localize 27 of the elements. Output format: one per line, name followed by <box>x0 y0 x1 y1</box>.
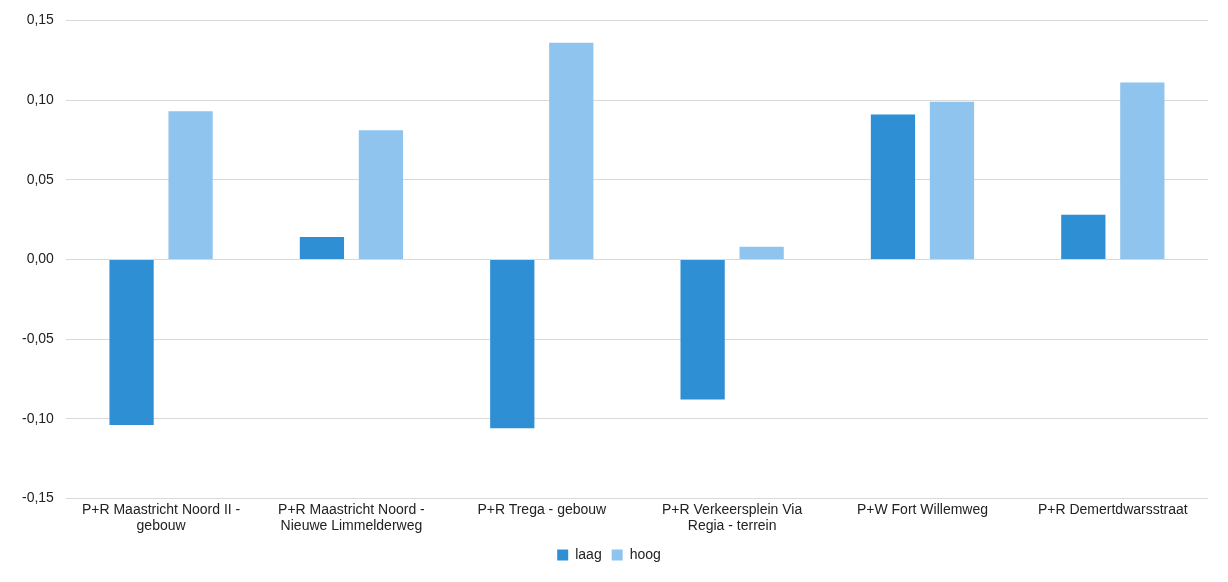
y-tick-label: 0,00 <box>26 250 55 267</box>
x-tick-label: P+R Verkeersplein Via Regia - terrein <box>662 500 803 534</box>
bar <box>490 259 535 429</box>
bar <box>299 237 345 259</box>
bar <box>739 246 784 259</box>
bar <box>1061 214 1106 259</box>
y-tick-label: 0,15 <box>26 11 55 28</box>
x-tick-label: P+R Maastricht Noord - Nieuwe Limmelderweg <box>278 500 426 534</box>
bar <box>358 130 404 259</box>
bar <box>680 259 725 400</box>
y-tick-label: -0,05 <box>21 329 55 346</box>
bar <box>870 114 916 259</box>
bar <box>168 111 213 259</box>
bar <box>109 259 154 426</box>
bar <box>929 101 975 259</box>
x-tick-label: P+W Fort Willemweg <box>856 500 989 517</box>
bar <box>549 42 594 259</box>
legend-label: laag <box>575 545 602 562</box>
x-tick-label: P+R Maastricht Noord II - gebouw <box>81 500 241 534</box>
legend-label: hoog <box>629 545 661 562</box>
y-tick-label: 0,10 <box>26 90 55 107</box>
y-tick-label: -0,10 <box>21 409 55 426</box>
y-tick-label: 0,05 <box>26 170 55 187</box>
y-tick-label: -0,15 <box>21 489 55 506</box>
x-tick-label: P+R Trega - gebouw <box>477 500 608 517</box>
bar <box>1120 82 1165 259</box>
x-tick-label: P+R Demertdwarsstraat <box>1037 500 1188 517</box>
